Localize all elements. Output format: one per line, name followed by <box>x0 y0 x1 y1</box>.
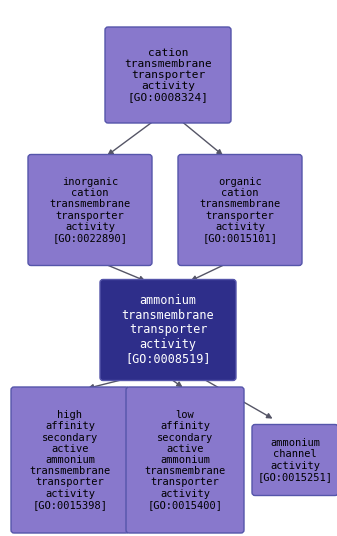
FancyBboxPatch shape <box>100 279 236 381</box>
FancyBboxPatch shape <box>105 27 231 123</box>
FancyBboxPatch shape <box>178 154 302 265</box>
FancyBboxPatch shape <box>126 387 244 533</box>
Text: ammonium
transmembrane
transporter
activity
[GO:0008519]: ammonium transmembrane transporter activ… <box>122 294 214 366</box>
FancyBboxPatch shape <box>28 154 152 265</box>
Text: high
affinity
secondary
active
ammonium
transmembrane
transporter
activity
[GO:0: high affinity secondary active ammonium … <box>29 410 111 510</box>
Text: ammonium
channel
activity
[GO:0015251]: ammonium channel activity [GO:0015251] <box>257 438 333 482</box>
Text: inorganic
cation
transmembrane
transporter
activity
[GO:0022890]: inorganic cation transmembrane transport… <box>50 177 131 243</box>
FancyBboxPatch shape <box>11 387 129 533</box>
Text: cation
transmembrane
transporter
activity
[GO:0008324]: cation transmembrane transporter activit… <box>124 48 212 102</box>
Text: organic
cation
transmembrane
transporter
activity
[GO:0015101]: organic cation transmembrane transporter… <box>200 177 281 243</box>
Text: low
affinity
secondary
active
ammonium
transmembrane
transporter
activity
[GO:00: low affinity secondary active ammonium t… <box>144 410 226 510</box>
FancyBboxPatch shape <box>252 425 337 495</box>
